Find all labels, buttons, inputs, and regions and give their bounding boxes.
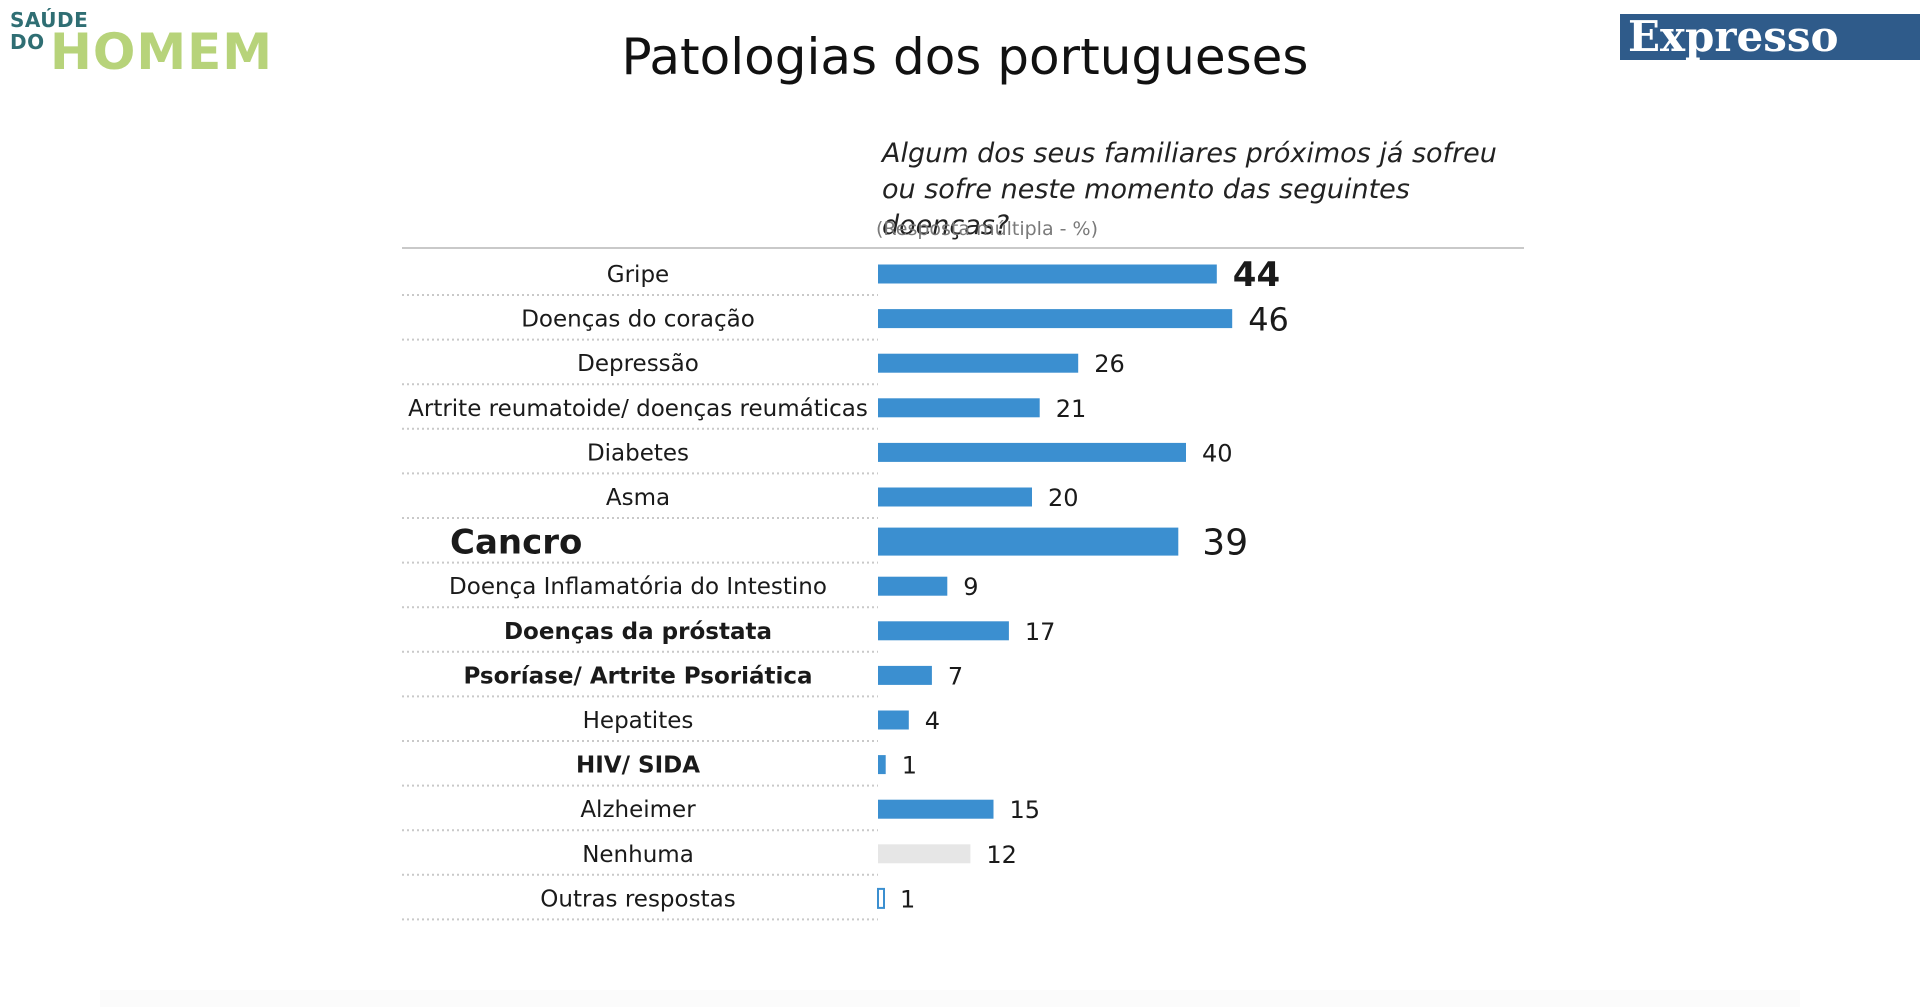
value-label: 1 (902, 752, 917, 780)
logo-homem: HOMEM (50, 23, 274, 81)
bar (878, 621, 1009, 641)
category-label: Doenças da próstata (504, 619, 772, 645)
value-label: 7 (948, 662, 963, 690)
category-label: Cancro (450, 523, 582, 563)
category-label: Gripe (607, 262, 669, 288)
value-label: 15 (1010, 796, 1041, 824)
value-label: 21 (1056, 395, 1087, 423)
category-label: Psoríase/ Artrite Psoriática (463, 663, 812, 689)
value-label: 40 (1202, 439, 1233, 467)
value-label: 20 (1048, 484, 1079, 512)
bar (878, 527, 1179, 556)
category-label: Nenhuma (582, 842, 694, 868)
value-label: 17 (1025, 618, 1056, 646)
category-label: Artrite reumatoide/ doenças reumáticas (408, 396, 868, 422)
bar (878, 755, 886, 775)
value-label: 44 (1233, 255, 1280, 295)
value-label: 9 (963, 573, 978, 601)
category-label: Outras respostas (540, 886, 735, 912)
logo-line-saude: SAÚDE (10, 8, 89, 32)
bar (878, 309, 1233, 329)
value-label: 1 (900, 885, 915, 913)
chart-note: (Resposta múltipla - %) (876, 218, 1099, 240)
bar (877, 887, 885, 909)
bar (878, 844, 971, 864)
category-label: Depressão (577, 351, 699, 377)
category-label: Doenças do coração (521, 307, 755, 333)
chart-subtitle: Algum dos seus familiares próximos já so… (882, 138, 1497, 241)
bar (878, 442, 1186, 462)
value-label: 46 (1248, 301, 1289, 339)
category-label: Hepatites (583, 708, 694, 734)
category-label: HIV/ SIDA (576, 753, 700, 779)
value-label: 12 (986, 841, 1017, 869)
bar (878, 398, 1040, 418)
value-label: 39 (1202, 523, 1248, 564)
category-label: Doença Inflamatória do Intestino (449, 574, 827, 600)
bar (878, 353, 1079, 373)
top-divider (402, 247, 1524, 249)
bar (878, 264, 1217, 284)
logo-line-do: DO (10, 30, 45, 54)
bar (878, 487, 1032, 507)
bar (878, 665, 932, 685)
page-title: Patologias dos portugueses (621, 28, 1309, 86)
footer-strip (100, 990, 1800, 1007)
bar (878, 799, 994, 819)
bar (878, 576, 948, 596)
category-label: Alzheimer (580, 797, 696, 823)
category-label: Asma (606, 485, 670, 511)
category-label: Diabetes (587, 440, 689, 466)
value-label: 4 (925, 707, 940, 735)
bar (878, 710, 909, 730)
expresso-logo: Expresso (1620, 14, 1920, 60)
saude-do-homem-logo: SAÚDE DO HOMEM (10, 8, 274, 81)
value-label: 26 (1094, 350, 1125, 378)
